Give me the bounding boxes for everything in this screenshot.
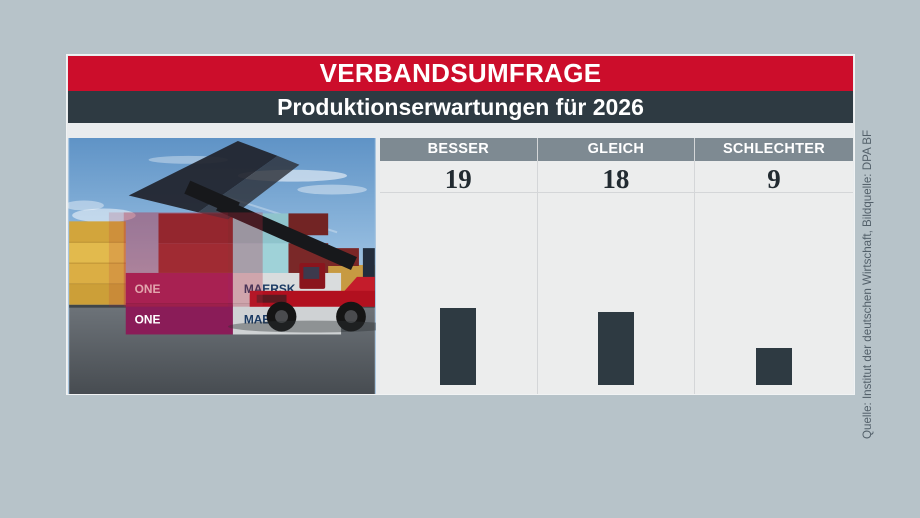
svg-text:ONE: ONE [135, 313, 161, 327]
